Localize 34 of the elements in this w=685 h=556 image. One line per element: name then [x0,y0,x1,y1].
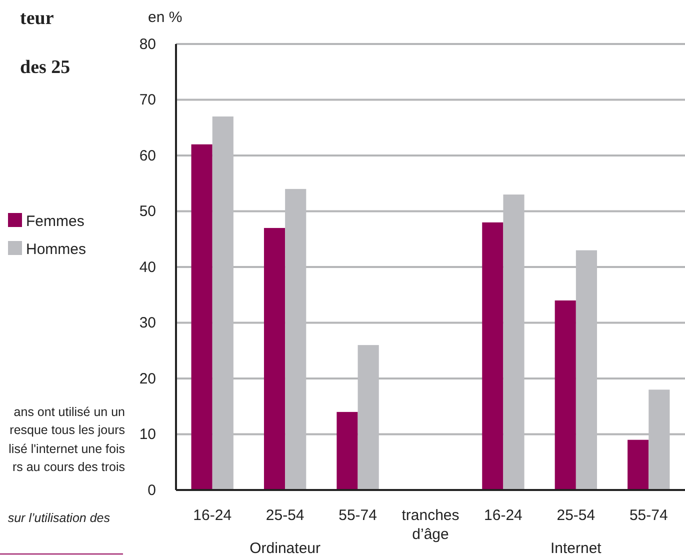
bar [554,300,576,490]
y-axis-title: en % [148,9,182,26]
text: sur l’utilisation des [8,511,110,525]
x-tick-label: 16-24 [193,507,232,524]
text: des 25 [20,57,70,78]
bar [336,412,358,490]
bar [191,144,212,490]
text: ans ont utilisé un un [14,405,126,419]
bar [482,222,504,490]
bar [264,228,286,490]
legend-label: Femmes [26,213,84,230]
x-tick-label: 16-24 [484,507,522,524]
text: resque tous les jours [10,423,125,437]
y-tick-label: 20 [139,370,156,388]
bar [628,440,649,490]
text: lisé l'internet une fois [8,442,125,456]
x-tick-label: 25-54 [556,507,596,524]
x-tick-label: 55-74 [629,507,668,524]
y-tick-label: 80 [139,36,156,53]
text: rs au cours des trois [12,460,125,474]
y-tick-label: 60 [139,147,156,164]
y-tick-label: 50 [139,203,156,220]
y-tick-label: 70 [139,92,156,109]
x-tick-label: 25-54 [266,507,304,524]
x-tick-label: tranches d’âge [402,507,460,543]
y-tick-label: 40 [139,258,156,276]
legend-label: Hommes [26,241,86,258]
text: Internet [550,540,602,556]
text: Ordinateur [250,540,321,556]
y-tick-label: 0 [148,482,156,499]
y-tick-label: 30 [139,314,156,332]
y-tick-label: 10 [139,426,156,444]
x-tick-label: 55-74 [338,507,377,524]
text: teur [20,8,54,29]
